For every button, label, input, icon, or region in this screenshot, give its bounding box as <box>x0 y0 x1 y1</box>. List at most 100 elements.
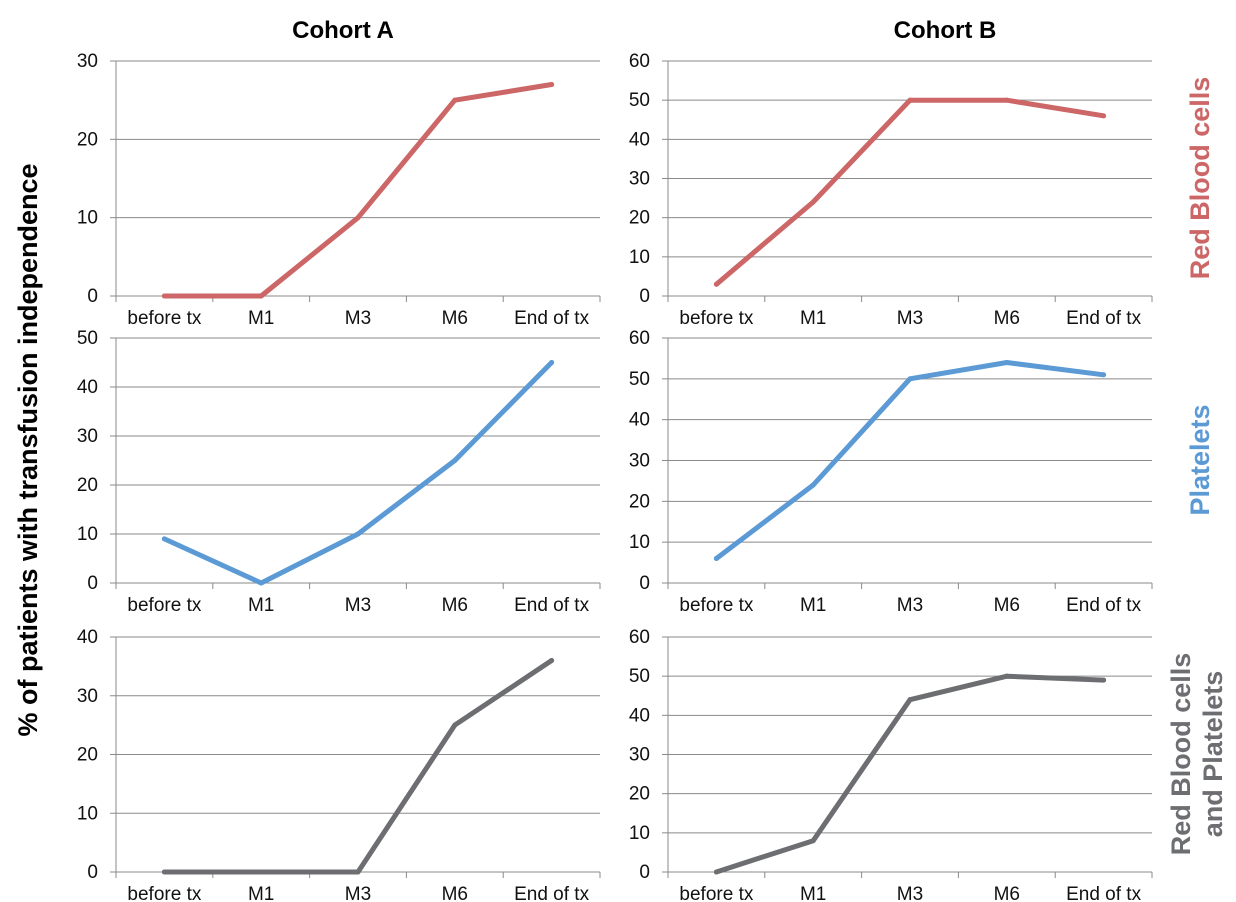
column-title-cohort-b: Cohort B <box>894 17 997 44</box>
series-line-cohort-a-platelets <box>161 360 555 586</box>
data-point <box>549 658 555 663</box>
row-label-red-blood-cells: Red Blood cells <box>1185 77 1215 280</box>
x-category-label: M6 <box>994 308 1020 329</box>
x-category-label: before tx <box>679 308 753 329</box>
x-category-label: before tx <box>679 595 753 616</box>
x-category-label: M1 <box>800 308 826 329</box>
y-tick-label: 10 <box>629 823 650 844</box>
data-point <box>355 215 361 221</box>
x-category-label: End of tx <box>514 884 589 902</box>
y-tick-label: 10 <box>629 532 650 553</box>
data-point <box>258 869 264 875</box>
y-tick-label: 50 <box>629 90 650 111</box>
x-category-label: End of tx <box>1066 884 1141 902</box>
column-title-cohort-a: Cohort A <box>292 17 394 44</box>
y-tick-label: 20 <box>629 784 650 805</box>
y-tick-label: 40 <box>629 705 650 726</box>
y-tick-label: 10 <box>77 803 98 824</box>
y-tick-label: 40 <box>77 377 98 398</box>
data-point <box>258 293 264 299</box>
x-category-label: M1 <box>248 884 274 902</box>
data-point <box>549 82 555 87</box>
y-tick-label: 30 <box>77 51 98 72</box>
y-tick-label: 10 <box>77 208 98 229</box>
data-point <box>549 360 555 365</box>
y-axis-title: % of patients with transfusion independe… <box>13 163 43 736</box>
x-category-label: End of tx <box>1066 595 1141 616</box>
y-tick-label: 30 <box>77 686 98 707</box>
data-point <box>713 556 719 561</box>
y-tick-label: 0 <box>639 286 650 307</box>
panel-cohort-b-red-blood-cells: 0 10 20 30 40 50 60 before tx M1 M3 M6 End of tx <box>629 51 1153 329</box>
y-tick-label: 10 <box>77 524 98 545</box>
x-category-label: M6 <box>442 308 468 329</box>
y-tick-label: 0 <box>639 862 650 883</box>
x-category-label: M3 <box>897 308 923 329</box>
row-label-and-platelets: and Platelets <box>1198 671 1228 838</box>
y-tick-label: 0 <box>639 573 650 594</box>
x-category-label: M6 <box>994 884 1020 902</box>
y-tick-label: 50 <box>629 369 650 390</box>
data-point <box>907 376 913 382</box>
y-tick-label: 20 <box>629 208 650 229</box>
x-category-label: M1 <box>248 595 274 616</box>
panel-cohort-b-red-blood-cells-and-platelets: 0 10 20 30 40 50 60 before tx M1 M3 M6 End of tx <box>629 627 1153 902</box>
y-tick-label: 60 <box>629 51 650 72</box>
panel-cohort-a-platelets: 0 10 20 30 40 50 before tx M1 M3 M6 End of tx <box>77 328 601 616</box>
data-point <box>1004 97 1010 103</box>
y-tick-label: 20 <box>77 129 98 150</box>
data-point <box>810 482 816 488</box>
data-point <box>1004 673 1010 679</box>
x-category-label: M1 <box>800 595 826 616</box>
x-category-label: before tx <box>127 884 201 902</box>
data-point <box>355 531 361 537</box>
series-line-cohort-a-red-blood-cells <box>161 82 555 299</box>
data-point <box>810 199 816 205</box>
data-point <box>907 697 913 703</box>
y-tick-label: 0 <box>87 573 98 594</box>
series-line-cohort-a-red-blood-cells-and-platelets <box>161 658 555 875</box>
y-tick-label: 10 <box>629 247 650 268</box>
x-category-label: M1 <box>248 308 274 329</box>
data-point <box>810 838 816 844</box>
panel-cohort-a-red-blood-cells-and-platelets: 0 10 20 30 40 before tx M1 M3 M6 End of tx <box>77 627 601 902</box>
row-label-red-blood-cells: Red Blood cells <box>1166 653 1196 856</box>
y-tick-label: 20 <box>77 475 98 496</box>
y-tick-label: 40 <box>77 627 98 648</box>
y-tick-label: 20 <box>629 491 650 512</box>
y-tick-label: 30 <box>77 426 98 447</box>
data-point <box>1101 372 1107 378</box>
x-category-label: M6 <box>994 595 1020 616</box>
y-tick-label: 60 <box>629 627 650 648</box>
x-category-label: End of tx <box>514 308 589 329</box>
data-point <box>1004 360 1010 365</box>
row-label-platelets: Platelets <box>1185 404 1215 515</box>
data-point <box>161 293 167 299</box>
x-category-label: M3 <box>345 308 371 329</box>
x-category-label: M3 <box>897 595 923 616</box>
panel-cohort-a-red-blood-cells: 0 10 20 30 before tx M1 M3 M6 End of tx <box>77 51 601 329</box>
x-category-label: before tx <box>127 595 201 616</box>
y-tick-label: 30 <box>629 169 650 190</box>
data-point <box>355 869 361 875</box>
x-category-label: before tx <box>127 308 201 329</box>
data-point <box>452 458 458 463</box>
x-category-label: M6 <box>442 595 468 616</box>
y-tick-label: 40 <box>629 129 650 150</box>
x-category-label: before tx <box>679 884 753 902</box>
x-category-label: M1 <box>800 884 826 902</box>
data-point <box>452 722 458 728</box>
series-line-cohort-b-red-blood-cells-and-platelets <box>713 673 1107 875</box>
x-category-label: End of tx <box>1066 308 1141 329</box>
x-category-label: M3 <box>897 884 923 902</box>
y-tick-label: 40 <box>629 410 650 431</box>
data-point <box>258 580 264 586</box>
y-tick-label: 0 <box>87 862 98 883</box>
chart-panels: 0 10 20 30 before tx M1 M3 M6 End of tx 0 10 20 30 40… <box>77 51 1153 902</box>
panel-cohort-b-platelets: 0 10 20 30 40 50 60 before tx M1 M3 M6 End of tx <box>629 328 1153 616</box>
data-point <box>713 281 719 287</box>
data-point <box>907 97 913 103</box>
data-point <box>452 97 458 103</box>
